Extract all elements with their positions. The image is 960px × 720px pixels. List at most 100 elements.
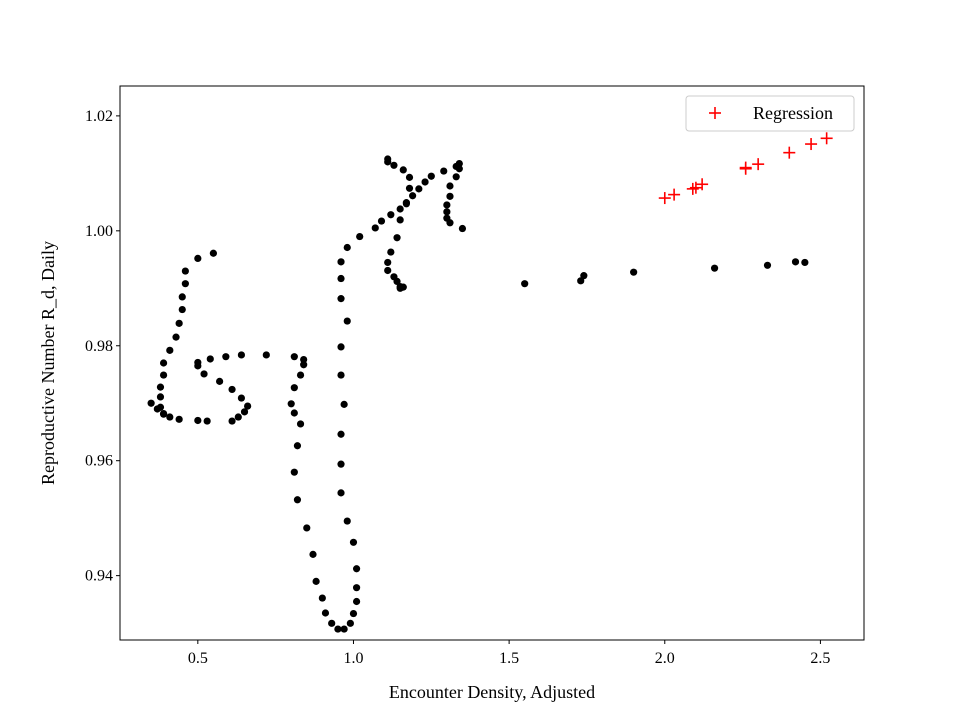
data-point bbox=[216, 377, 224, 385]
data-point bbox=[166, 346, 174, 354]
data-point bbox=[791, 258, 800, 266]
data-point bbox=[396, 216, 404, 224]
data-point bbox=[206, 355, 214, 363]
data-point bbox=[290, 353, 298, 361]
data-point bbox=[337, 343, 345, 351]
y-axis-label: Reproductive Number R_d, Daily bbox=[38, 241, 58, 485]
data-point bbox=[228, 385, 236, 394]
data-point bbox=[290, 409, 298, 417]
regression-point bbox=[689, 181, 702, 194]
data-point bbox=[427, 172, 435, 180]
data-point bbox=[181, 267, 189, 275]
data-point bbox=[396, 282, 404, 291]
data-point bbox=[296, 371, 305, 379]
data-point bbox=[393, 234, 401, 242]
legend-label-regression: Regression bbox=[753, 103, 833, 123]
data-point bbox=[290, 468, 298, 476]
data-point bbox=[178, 305, 186, 314]
data-point bbox=[159, 371, 168, 379]
regression-point bbox=[805, 138, 818, 151]
data-point bbox=[452, 173, 460, 181]
data-point bbox=[337, 258, 345, 266]
data-point bbox=[309, 550, 317, 558]
data-point bbox=[399, 166, 407, 174]
y-axis: 0.94 0.96 0.98 1.00 1.02 bbox=[85, 108, 120, 585]
regression-point bbox=[696, 178, 709, 191]
data-point bbox=[287, 400, 295, 408]
data-point bbox=[234, 413, 242, 421]
y-tick-label: 0.96 bbox=[85, 453, 113, 470]
data-point bbox=[443, 208, 451, 216]
data-point bbox=[318, 594, 326, 602]
data-point bbox=[200, 370, 208, 378]
data-point bbox=[710, 264, 719, 272]
data-point bbox=[293, 442, 302, 450]
y-tick-label: 1.02 bbox=[85, 108, 113, 125]
data-point bbox=[377, 217, 386, 225]
legend-marker-plus bbox=[709, 107, 721, 119]
data-point bbox=[349, 538, 358, 546]
data-point bbox=[237, 394, 246, 402]
data-point bbox=[194, 416, 202, 425]
regression-point bbox=[658, 192, 671, 205]
data-point bbox=[352, 584, 361, 592]
x-tick-label: 1.5 bbox=[499, 650, 519, 667]
data-point bbox=[228, 417, 236, 425]
regression-point bbox=[739, 161, 752, 174]
regression-point bbox=[686, 182, 699, 195]
data-point bbox=[387, 211, 395, 219]
data-point bbox=[415, 185, 423, 193]
data-point bbox=[159, 359, 168, 367]
data-point bbox=[337, 489, 345, 497]
data-point bbox=[181, 280, 189, 288]
x-tick-label: 2.0 bbox=[655, 650, 675, 667]
data-point bbox=[328, 619, 336, 627]
data-point bbox=[343, 317, 351, 325]
legend-box bbox=[685, 95, 855, 132]
data-point bbox=[203, 417, 211, 425]
data-point bbox=[349, 609, 358, 618]
data-point bbox=[577, 277, 585, 285]
y-tick-label: 1.00 bbox=[85, 223, 113, 240]
data-point bbox=[405, 173, 414, 181]
data-point bbox=[446, 192, 454, 200]
data-point bbox=[300, 355, 308, 364]
data-point bbox=[147, 399, 155, 407]
data-point bbox=[340, 625, 348, 633]
data-point bbox=[421, 178, 429, 186]
data-point bbox=[446, 219, 454, 227]
data-point bbox=[440, 167, 448, 175]
regression-point bbox=[752, 158, 765, 171]
x-axis: 0.5 1.0 1.5 2.0 2.5 bbox=[188, 640, 830, 667]
data-point bbox=[303, 524, 311, 532]
data-point bbox=[337, 430, 345, 438]
data-point bbox=[384, 258, 392, 267]
x-tick-label: 1.0 bbox=[343, 650, 363, 667]
data-point bbox=[194, 254, 202, 263]
data-point bbox=[352, 565, 361, 573]
data-point bbox=[384, 266, 392, 275]
data-point bbox=[455, 159, 463, 168]
data-point bbox=[293, 496, 302, 504]
y-tick-label: 0.94 bbox=[85, 568, 113, 585]
data-point bbox=[801, 258, 809, 267]
data-point bbox=[384, 155, 392, 163]
x-tick-label: 2.5 bbox=[810, 650, 830, 667]
data-point bbox=[340, 400, 348, 408]
data-point bbox=[159, 410, 168, 418]
data-point bbox=[763, 261, 772, 269]
data-point bbox=[156, 383, 165, 391]
data-point bbox=[244, 402, 252, 410]
data-point bbox=[455, 165, 463, 173]
plot-frame bbox=[119, 85, 865, 641]
data-point bbox=[387, 248, 395, 256]
data-point bbox=[296, 420, 305, 428]
data-point bbox=[240, 408, 249, 416]
x-axis-label: Encounter Density, Adjusted bbox=[389, 682, 595, 702]
data-point bbox=[343, 243, 351, 252]
data-point bbox=[337, 371, 345, 379]
data-point bbox=[237, 351, 246, 359]
data-point bbox=[630, 268, 638, 276]
data-point bbox=[337, 460, 345, 468]
